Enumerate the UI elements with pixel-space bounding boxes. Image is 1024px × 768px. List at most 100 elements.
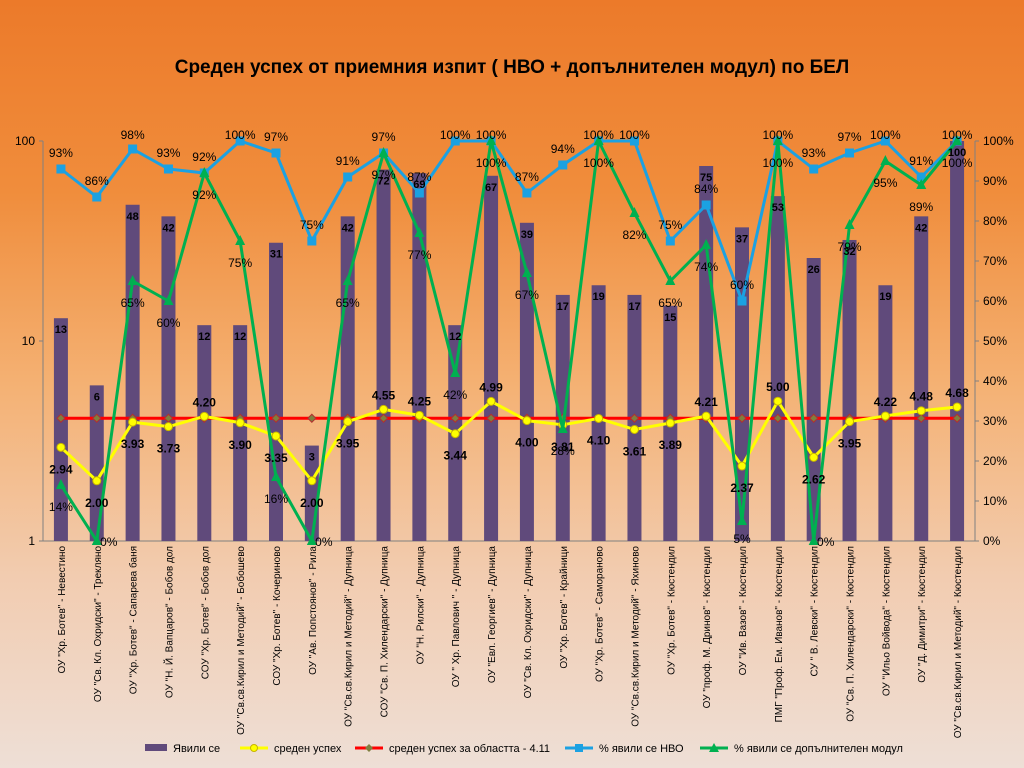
bar-value-label: 53 [772,202,784,214]
module-percent-marker [593,135,604,145]
average-grade-label: 3.93 [121,437,145,451]
nvo-percent-marker [56,164,66,174]
nvo-percent-label: 86% [85,174,109,188]
average-grade-label: 4.10 [587,433,611,447]
region-average-marker [92,413,102,423]
module-percent-label: 100% [583,156,614,170]
chart-title: Среден успех от приемния изпит ( НВО + д… [174,57,850,78]
average-grade-label: 4.20 [193,395,217,409]
module-percent-marker [844,219,855,229]
nvo-percent-label: 93% [156,146,180,160]
nvo-percent-marker [235,136,245,146]
module-percent-label: 82% [622,228,646,242]
module-percent-marker [414,227,425,237]
line-series [55,135,963,545]
bar [591,285,606,541]
x-category-label: ОУ "Д. Димитри" - Кюстендил [917,546,928,683]
average-grade-marker [916,406,926,416]
x-category-label: ОУ "Хр. Ботев" - Крайници [559,546,570,669]
bar [914,216,929,541]
legend-item: % явили се НВО [565,743,684,755]
module-percent-label: 77% [407,248,431,262]
average-grade-label: 4.99 [479,380,503,394]
bar-value-label: 12 [234,331,246,343]
bar-value-label: 100 [948,147,966,159]
average-grade-label: 3.89 [659,438,683,452]
bar-value-label: 26 [808,264,820,276]
average-grade-marker [450,429,460,439]
module-percent-label: 92% [192,188,216,202]
average-grade-label: 3.73 [157,442,181,456]
average-grade-marker [163,422,173,432]
nvo-percent-label: 100% [870,128,901,142]
module-percent-marker [235,235,246,245]
nvo-percent-marker [343,172,353,182]
average-grade-marker [199,411,209,421]
legend-marker [575,744,583,752]
legend-marker [365,744,373,752]
average-grade-marker [307,476,317,486]
bar [233,325,248,541]
bar-value-label: 12 [449,331,461,343]
module-percent-label: 79% [838,240,862,254]
legend-label: % явили се НВО [599,743,684,755]
module-percent-marker [880,155,891,165]
average-grade-label: 4.68 [945,386,969,400]
module-percent-marker [665,275,676,285]
bar-value-label: 17 [557,301,569,313]
average-grade-label: 5.00 [766,380,790,394]
x-category-label: ОУ "Н. Рилски" - Дупница [415,546,426,665]
module-percent-label: 74% [694,260,718,274]
module-percent-label: 100% [476,156,507,170]
bar [484,175,499,541]
average-grade-marker [414,410,424,420]
nvo-percent-line [59,139,959,303]
nvo-percent-label: 93% [49,146,73,160]
nvo-percent-label: 100% [619,128,650,142]
average-grade-label: 2.00 [300,496,324,510]
x-category-label: ОУ "Хр. Ботев" - Самораново [595,546,606,682]
average-grade-label: 4.48 [910,390,934,404]
bar-value-label: 12 [198,331,210,343]
region-average-marker [808,413,819,423]
nvo-percent-label: 93% [802,146,826,160]
module-percent-label: 75% [228,256,252,270]
nvo-percent-marker [845,148,855,158]
x-category-label: СОУ "Хр. Ботев" - Бобов дол [199,546,211,679]
average-grade-marker [56,442,66,452]
nvo-percent-label: 100% [762,128,793,142]
average-grade-marker [880,411,890,421]
nvo-percent-marker [558,160,568,170]
legend: Явили се среден успех среден успех за обла… [145,743,903,755]
average-grade-label: 2.94 [49,462,73,476]
x-category-label: ОУ "Св.св.Кирил и Методий" - Яхиново [630,546,641,727]
bar [699,165,714,542]
bar [89,385,104,541]
bar-value-label: 6 [94,391,100,403]
left-tick-label: 10 [22,334,36,348]
module-percent-line [59,139,959,543]
nvo-percent-label: 87% [515,170,539,184]
module-percent-marker [701,239,712,249]
x-category-label: ОУ "Св. Кл. Охридски" - Дупница [523,546,534,699]
region-average-marker [737,413,747,423]
legend-item: среден успех [240,743,342,755]
module-percent-marker [271,471,281,481]
module-percent-marker [91,535,102,545]
module-percent-label: 14% [49,500,73,514]
x-category-label: ОУ "Св.св.Кирил и Методий" - Кюстендил [953,546,964,738]
average-grade-label: 2.37 [730,481,754,495]
module-percent-marker [55,479,66,489]
right-tick-label: 0% [983,534,1001,548]
x-category-label: СОУ "Св. П. Хилендарски" - Дупница [380,546,391,718]
region-average-marker [916,413,926,423]
nvo-percent-marker [271,148,281,158]
average-grade-marker [665,418,675,428]
average-grade-marker [271,431,281,441]
legend-item: % явили се допълнителен модул [700,743,903,755]
module-percent-marker [199,167,210,177]
nvo-percent-label: 97% [264,130,288,144]
nvo-percent-marker [916,172,926,182]
x-category-label: ОУ "Евл. Георгиев" - Дупница [487,546,498,684]
average-grade-label: 3.44 [444,449,468,463]
